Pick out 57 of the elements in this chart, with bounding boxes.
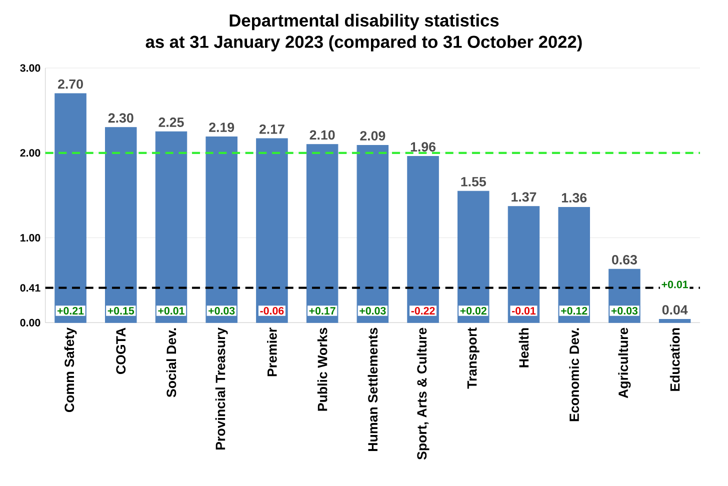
bar — [256, 138, 288, 323]
annotation: -0.01 — [512, 307, 536, 315]
data-label: 2.30 — [108, 113, 134, 123]
bar — [206, 136, 238, 323]
x-tick-label: Premier — [267, 328, 277, 376]
bar — [306, 144, 338, 323]
x-tick-label: Sport, Arts & Culture — [416, 328, 430, 460]
bar — [508, 206, 540, 323]
annotation: +0.01 — [158, 307, 184, 315]
y-tick-label: 3.00 — [20, 64, 40, 72]
bar — [458, 190, 490, 323]
data-label: 1.36 — [562, 193, 587, 203]
x-tick-label: Social Dev. — [166, 328, 176, 398]
y-tick-label: 1.00 — [20, 234, 40, 242]
data-label: 2.17 — [259, 124, 284, 134]
data-label: 0.63 — [612, 255, 637, 264]
x-tick-label: Health — [518, 328, 529, 368]
x-tick-label: Provincial Treasury — [215, 327, 228, 450]
y-tick-label: 0.41 — [20, 284, 40, 292]
bar — [104, 127, 137, 323]
y-tick-label: 2.00 — [20, 149, 40, 157]
chart-title: Departmental disability statistics as at 31 January 2023 (compared to 31 October 2022) — [146, 14, 582, 52]
annotation: +0.03 — [611, 307, 638, 315]
annotation: -0.22 — [411, 307, 435, 315]
annotation: -0.06 — [260, 307, 284, 315]
annotation: +0.03 — [360, 307, 386, 315]
bar — [658, 319, 691, 323]
x-tick-label: Agriculture — [618, 328, 631, 398]
data-label: 1.37 — [512, 192, 536, 202]
y-tick-label: 0.00 — [20, 318, 40, 326]
data-label: 0.04 — [662, 305, 688, 315]
data-label: 2.09 — [360, 131, 386, 141]
x-tick-label: Human Settlements — [368, 328, 378, 451]
data-label: 2.10 — [310, 130, 335, 140]
annotation: +0.03 — [208, 307, 235, 315]
annotation: +0.02 — [460, 307, 486, 315]
annotation: +0.12 — [561, 307, 588, 315]
annotation: +0.17 — [309, 307, 336, 315]
data-label: 2.70 — [58, 79, 83, 89]
x-tick-label: Public Works — [317, 328, 328, 411]
annotation: +0.21 — [57, 307, 84, 315]
bar — [155, 131, 188, 323]
data-label: 2.25 — [158, 118, 184, 127]
annotation: +0.15 — [108, 307, 134, 315]
x-tick-label: COGTA — [116, 328, 126, 374]
bar — [54, 93, 86, 323]
annotation: +0.01 — [662, 280, 688, 288]
bar — [356, 144, 389, 323]
x-tick-label: Education — [670, 328, 680, 391]
bar — [407, 156, 439, 323]
data-label: 1.96 — [410, 142, 436, 152]
bar — [558, 206, 590, 323]
x-tick-label: Comm Safety — [64, 327, 77, 412]
data-label: 1.55 — [461, 177, 486, 186]
x-tick-label: Transport — [467, 328, 480, 389]
data-label: 2.19 — [209, 122, 234, 132]
x-tick-label: Economic Dev. — [569, 328, 579, 422]
